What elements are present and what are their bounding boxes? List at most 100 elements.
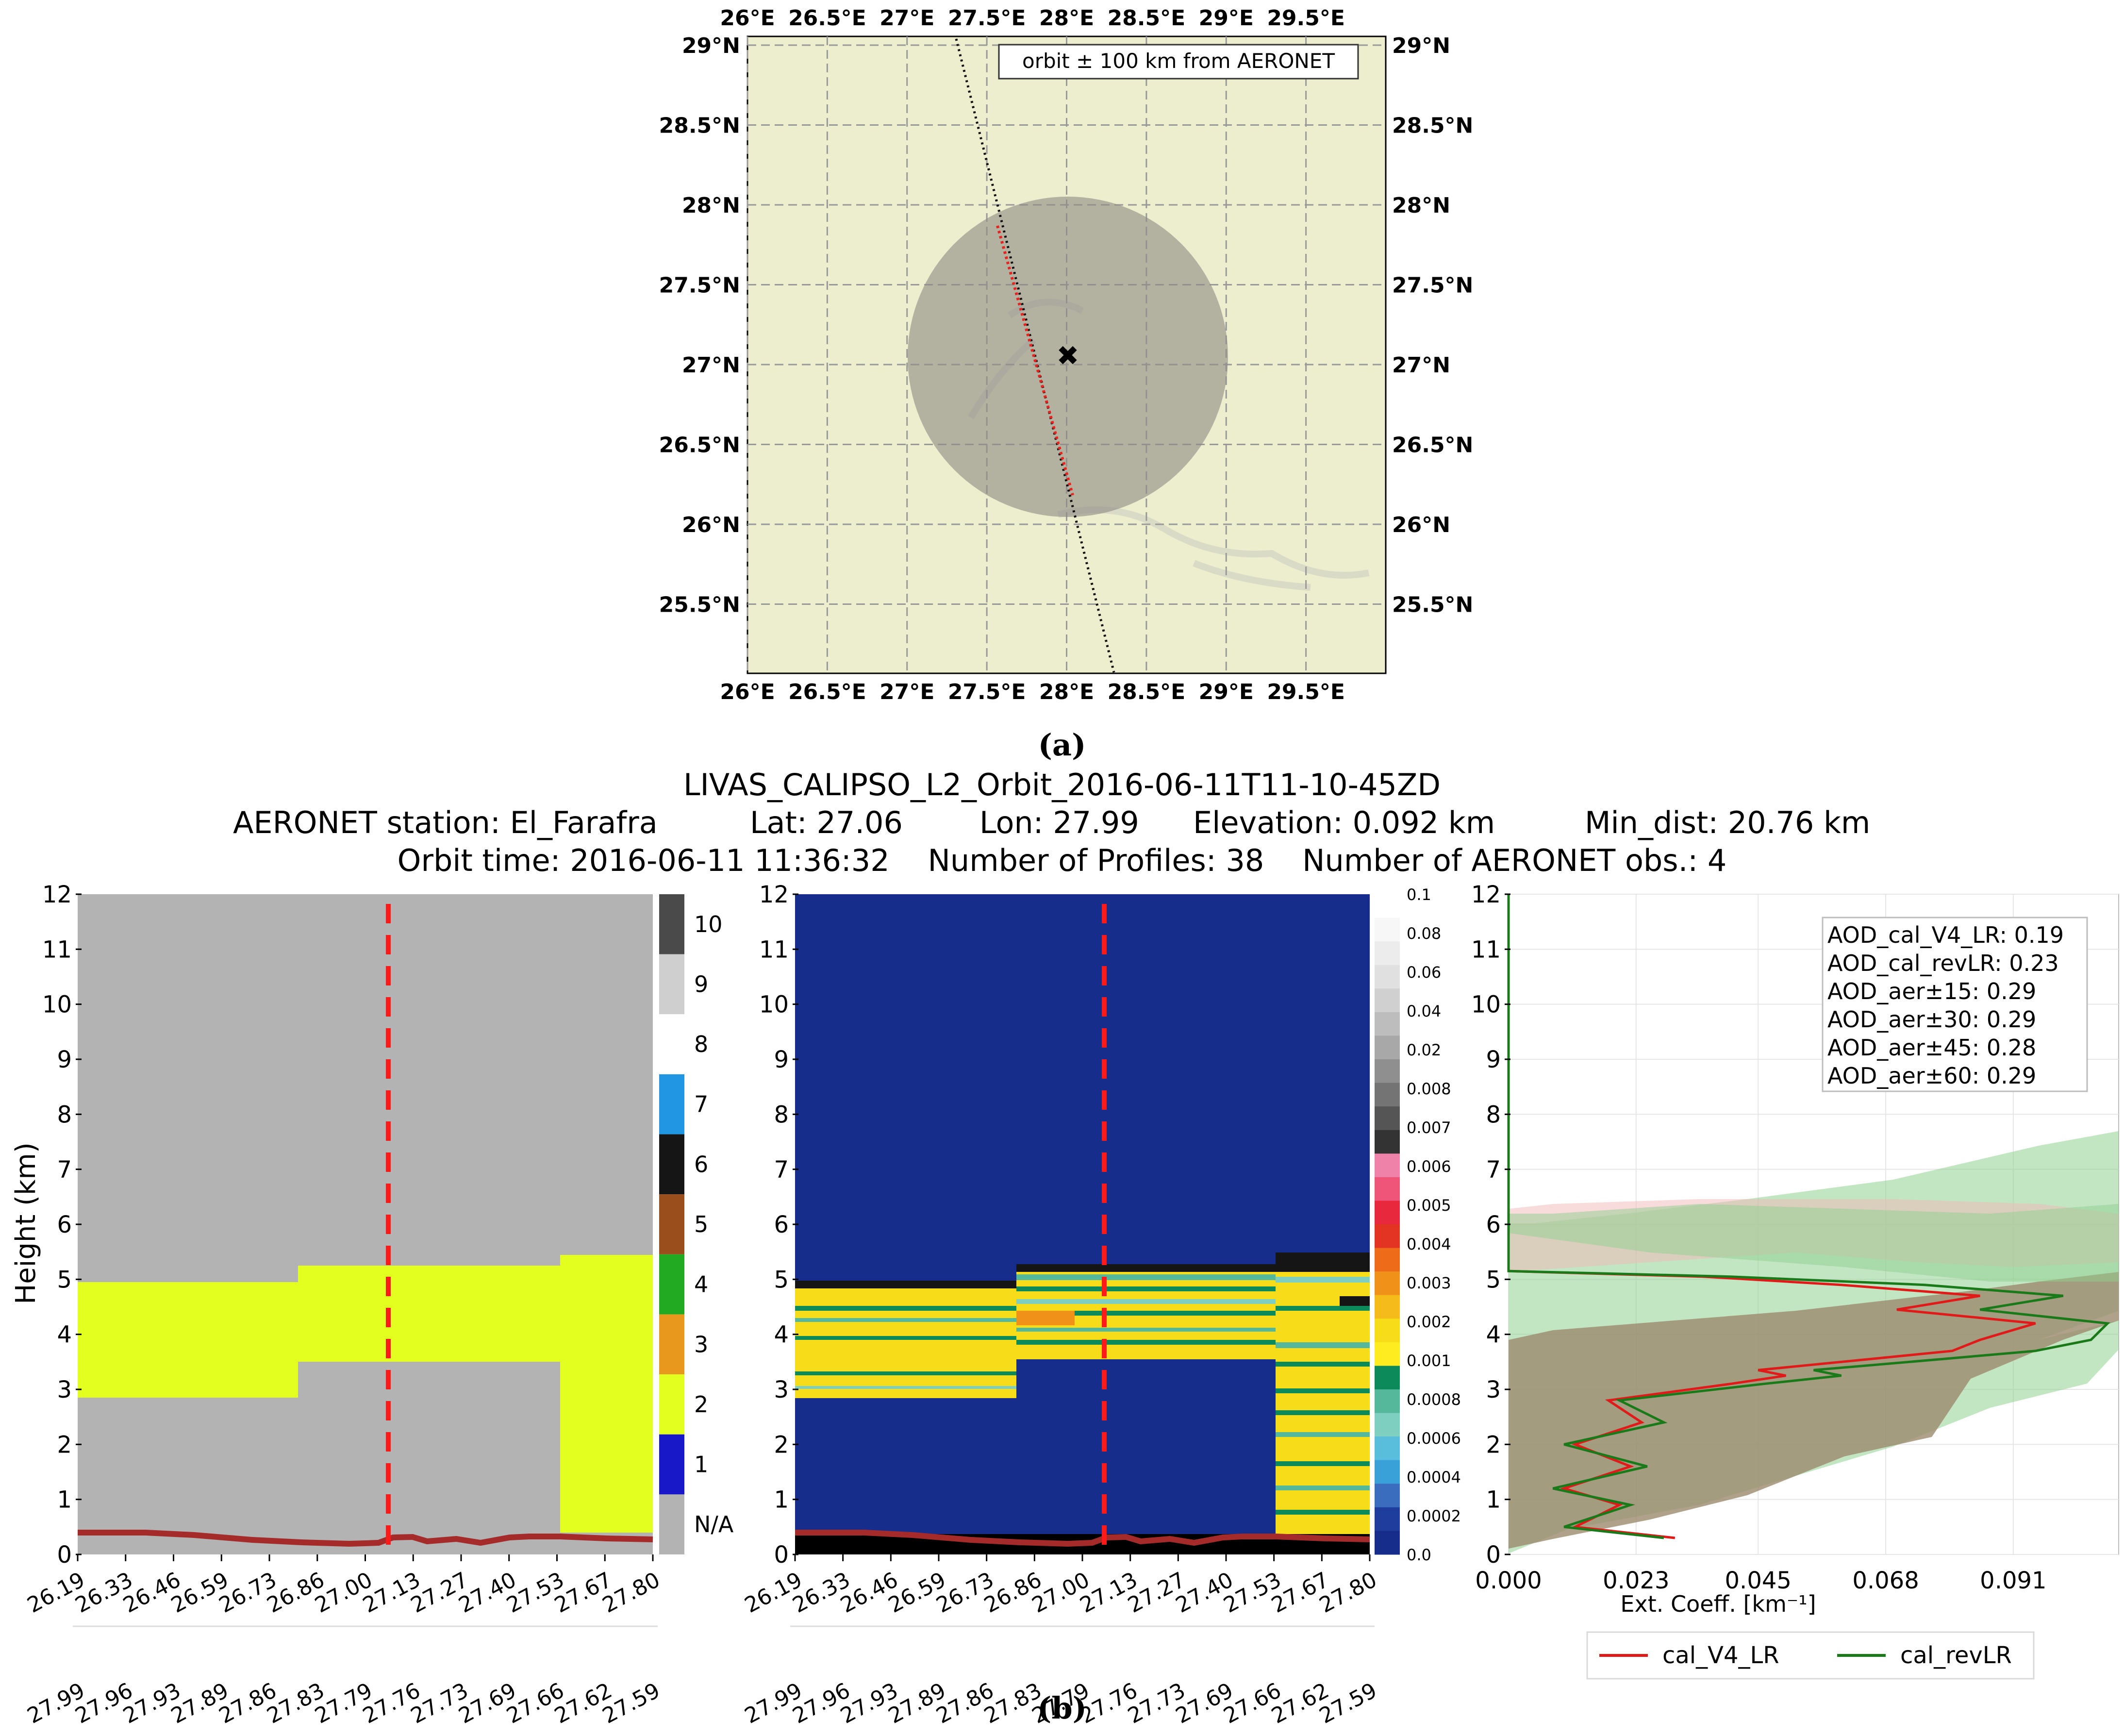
extinction-colorbar-label: 0.0008 — [1407, 1390, 1461, 1409]
y-tick-label: 4 — [1486, 1321, 1501, 1349]
map-lat-tick-right: 28.5°N — [1392, 114, 1473, 138]
ext-stripe — [1016, 1311, 1276, 1316]
ext-stripe — [1276, 1388, 1370, 1393]
extinction-colorbar-swatch — [1375, 1271, 1400, 1296]
extinction-layers — [795, 1252, 1370, 1554]
ext-stripe — [1340, 1296, 1370, 1306]
ext-stripe — [1276, 1362, 1370, 1367]
y-tick-label: 1 — [1486, 1486, 1501, 1514]
map-lat-tick-left: 29°N — [682, 33, 740, 58]
extinction-colorbar-swatch — [1375, 1389, 1400, 1414]
extinction-colorbar-label: 0.08 — [1407, 924, 1441, 943]
subtype-colorbar-swatch — [659, 1374, 684, 1435]
profile-x-tick-label: 0.000 — [1475, 1567, 1542, 1594]
title-min-dist: Min_dist: 20.76 km — [1585, 805, 1870, 840]
extinction-colorbar-label: 0.003 — [1407, 1274, 1451, 1292]
map-lat-tick-right: 27.5°N — [1392, 273, 1473, 298]
extinction-colorbar-swatch — [1375, 1436, 1400, 1461]
y-tick-label: 3 — [774, 1376, 789, 1403]
extinction-colorbar-label: 0.0004 — [1407, 1468, 1461, 1486]
subtype-colorbar-label: 6 — [694, 1151, 708, 1177]
subtype-colorbar-label: 3 — [694, 1331, 708, 1357]
extinction-colorbar-swatch — [1375, 1248, 1400, 1272]
map-lat-tick-left: 28.5°N — [659, 114, 740, 138]
extinction-colorbar-swatch — [1375, 1366, 1400, 1390]
ext-block-1-cap — [795, 1281, 1016, 1288]
ext-stripe — [795, 1371, 1016, 1375]
title-lat: Lat: 27.06 — [750, 805, 903, 840]
extinction-colorbar-swatch — [1375, 1413, 1400, 1437]
extinction-colorbar-swatch — [1375, 965, 1400, 989]
map-panel: ✖ orbit ± 100 km from AERONET 26°E26°E26… — [659, 6, 1474, 763]
profile-x-tick-label: 0.023 — [1603, 1567, 1669, 1594]
extinction-colorbar-label: 0.001 — [1407, 1352, 1451, 1370]
profile-legend-label: cal_V4_LR — [1662, 1642, 1779, 1669]
y-tick-label: 4 — [774, 1321, 789, 1349]
y-tick-label: 6 — [1486, 1211, 1501, 1238]
map-lon-tick-bottom: 28°E — [1039, 680, 1094, 704]
subtype-colorbar-swatch — [659, 1494, 684, 1554]
extinction-colorbar-swatch — [1375, 1083, 1400, 1107]
ext-stripe — [1276, 1432, 1370, 1437]
y-tick-label: 1 — [774, 1486, 789, 1514]
subtype-colorbar-label: 7 — [694, 1091, 708, 1118]
ext-stripe — [1276, 1486, 1370, 1490]
map-lon-tick-bottom: 27.5°E — [948, 680, 1026, 704]
subtype-colorbar-label: 10 — [694, 911, 723, 937]
extinction-colorbar-swatch — [1375, 1319, 1400, 1343]
panel-b-title: LIVAS_CALIPSO_L2_Orbit_2016-06-11T11-10-… — [233, 767, 1870, 878]
map-legend-box — [998, 44, 1359, 80]
subtype-background — [78, 894, 653, 1554]
map-lon-tick-bottom: 29°E — [1199, 680, 1254, 704]
aeronet-envelope-brown — [1509, 1272, 2119, 1549]
y-tick-label: 5 — [1486, 1266, 1501, 1293]
y-tick-label: 7 — [1486, 1156, 1501, 1184]
caption-b: (b) — [1037, 1690, 1087, 1726]
title-lon: Lon: 27.99 — [979, 805, 1139, 840]
ext-stripe — [1016, 1286, 1276, 1291]
extinction-colorbar-label: 0.007 — [1407, 1118, 1451, 1137]
map-lon-tick-top: 29.5°E — [1267, 6, 1345, 31]
extinction-colorbar-swatch — [1375, 1012, 1400, 1036]
extinction-colorbar-label: 0.0002 — [1407, 1507, 1461, 1525]
subtype-colorbar-label: 5 — [694, 1211, 708, 1237]
map-lon-tick-top: 27.5°E — [948, 6, 1026, 31]
profile-x-tick-label: 0.068 — [1852, 1567, 1919, 1594]
y-tick-label: 5 — [57, 1266, 72, 1293]
map-lat-tick-left: 28°N — [682, 193, 740, 218]
orbit-track-in-range — [996, 225, 1074, 496]
extinction-colorbar-swatch — [1375, 1531, 1400, 1555]
y-tick-label: 5 — [774, 1266, 789, 1293]
extinction-colorbar-swatch — [1375, 1295, 1400, 1319]
subtype-colorbar-label: 9 — [694, 971, 708, 997]
profile-x-tick-label: 0.091 — [1980, 1567, 2046, 1594]
map-lat-tick-right: 26°N — [1392, 513, 1450, 537]
map-lat-tick-left: 26°N — [682, 513, 740, 537]
left-x-ticks: 26.1927.9926.3327.9626.4627.9326.5927.89… — [23, 1554, 664, 1729]
y-tick-label: 9 — [774, 1046, 789, 1073]
caption-a: (a) — [1038, 727, 1086, 763]
ext-stripe — [795, 1336, 1016, 1340]
ext-block-3-cap — [1276, 1252, 1370, 1272]
map-lon-tick-bottom: 26°E — [720, 680, 775, 704]
subtype-colorbar-label: 1 — [694, 1452, 708, 1478]
y-tick-label: 0 — [57, 1541, 72, 1569]
extinction-colorbar-swatch — [1375, 941, 1400, 966]
extinction-colorbar-label: 0.04 — [1407, 1002, 1441, 1020]
map-lat-tick-left: 25.5°N — [659, 593, 740, 618]
y-tick-label: 12 — [42, 881, 72, 908]
surface-elevation-line — [78, 1530, 653, 1547]
ext-stripe — [1276, 1342, 1370, 1348]
title-station: AERONET station: El_Farafra — [233, 805, 658, 840]
right-x-ticks: 0.000 0.023 0.045 0.068 0.091 — [1475, 1567, 2046, 1594]
extinction-colorbar-label: 0.006 — [1407, 1157, 1451, 1176]
extinction-colorbar-swatch — [1375, 1059, 1400, 1084]
title-elevation: Elevation: 0.092 km — [1193, 805, 1495, 840]
ext-stripe — [1016, 1299, 1276, 1304]
subtype-colorbar-swatch — [659, 1134, 684, 1195]
profile-legend-label: cal_revLR — [1900, 1642, 2012, 1669]
extinction-colorbar-label: 0.02 — [1407, 1041, 1441, 1059]
